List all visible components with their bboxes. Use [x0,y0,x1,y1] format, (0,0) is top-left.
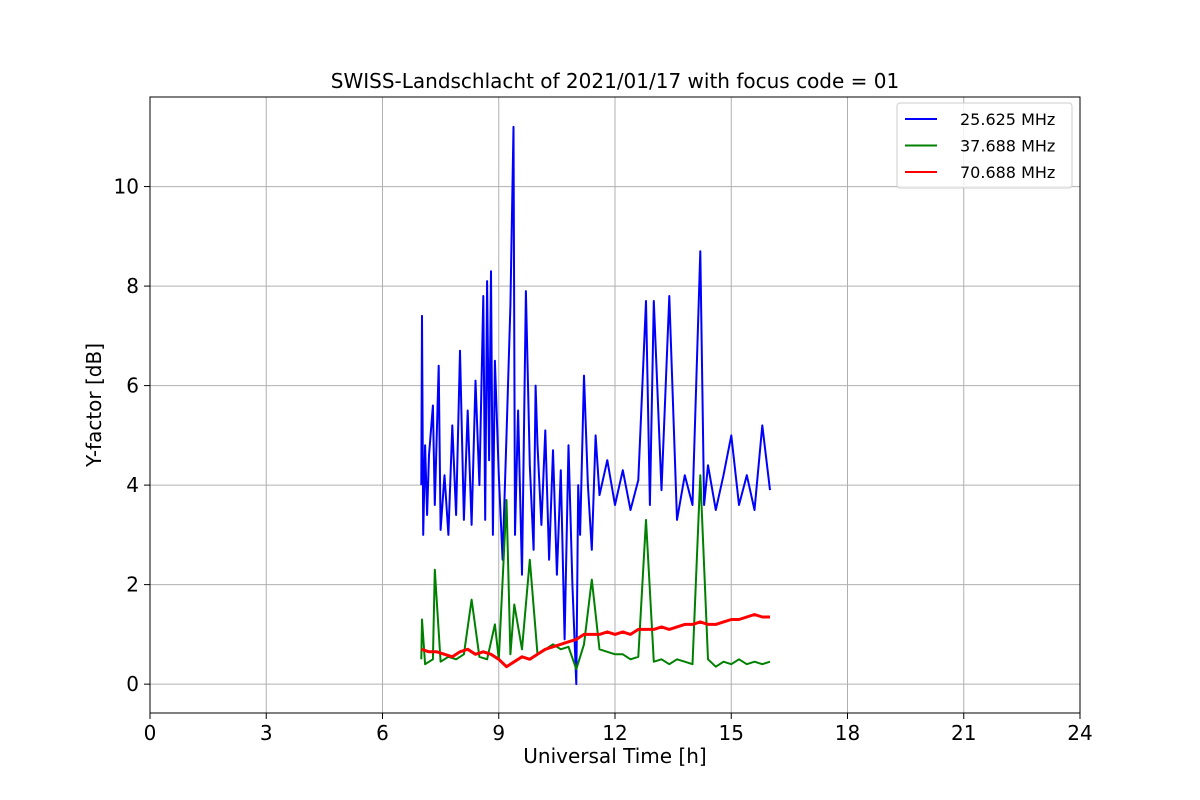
series-layer [420,125,771,686]
y-tick-label: 2 [126,573,139,597]
series-line-3 [420,613,770,669]
x-tick-label: 15 [719,721,744,745]
legend-box [896,102,1073,189]
y-axis-label: Y-factor [dB] [82,343,106,468]
legend-label: 37.688 MHz [960,137,1055,156]
x-tick-label: 0 [144,721,157,745]
x-tick-label: 21 [951,721,976,745]
y-tick-label: 10 [114,175,139,199]
x-tick-label: 12 [602,721,627,745]
series-line-2 [420,474,771,671]
x-tick-label: 18 [835,721,860,745]
y-tick-label: 8 [126,274,139,298]
legend-label: 25.625 MHz [960,110,1055,129]
x-tick-label: 24 [1067,721,1092,745]
x-tick-label: 3 [260,721,273,745]
x-tick-label: 9 [492,721,505,745]
series-line-1 [420,125,771,686]
legend: 25.625 MHz 37.688 MHz 70.688 MHz [896,102,1073,189]
chart-title: SWISS-Landschlacht of 2021/01/17 with fo… [331,69,899,93]
y-tick-label: 0 [126,672,139,696]
x-tick-label: 6 [376,721,389,745]
x-axis-label: Universal Time [h] [523,744,706,768]
legend-label: 70.688 MHz [960,163,1055,182]
y-tick-label: 4 [126,473,139,497]
y-tick-label: 6 [126,374,139,398]
